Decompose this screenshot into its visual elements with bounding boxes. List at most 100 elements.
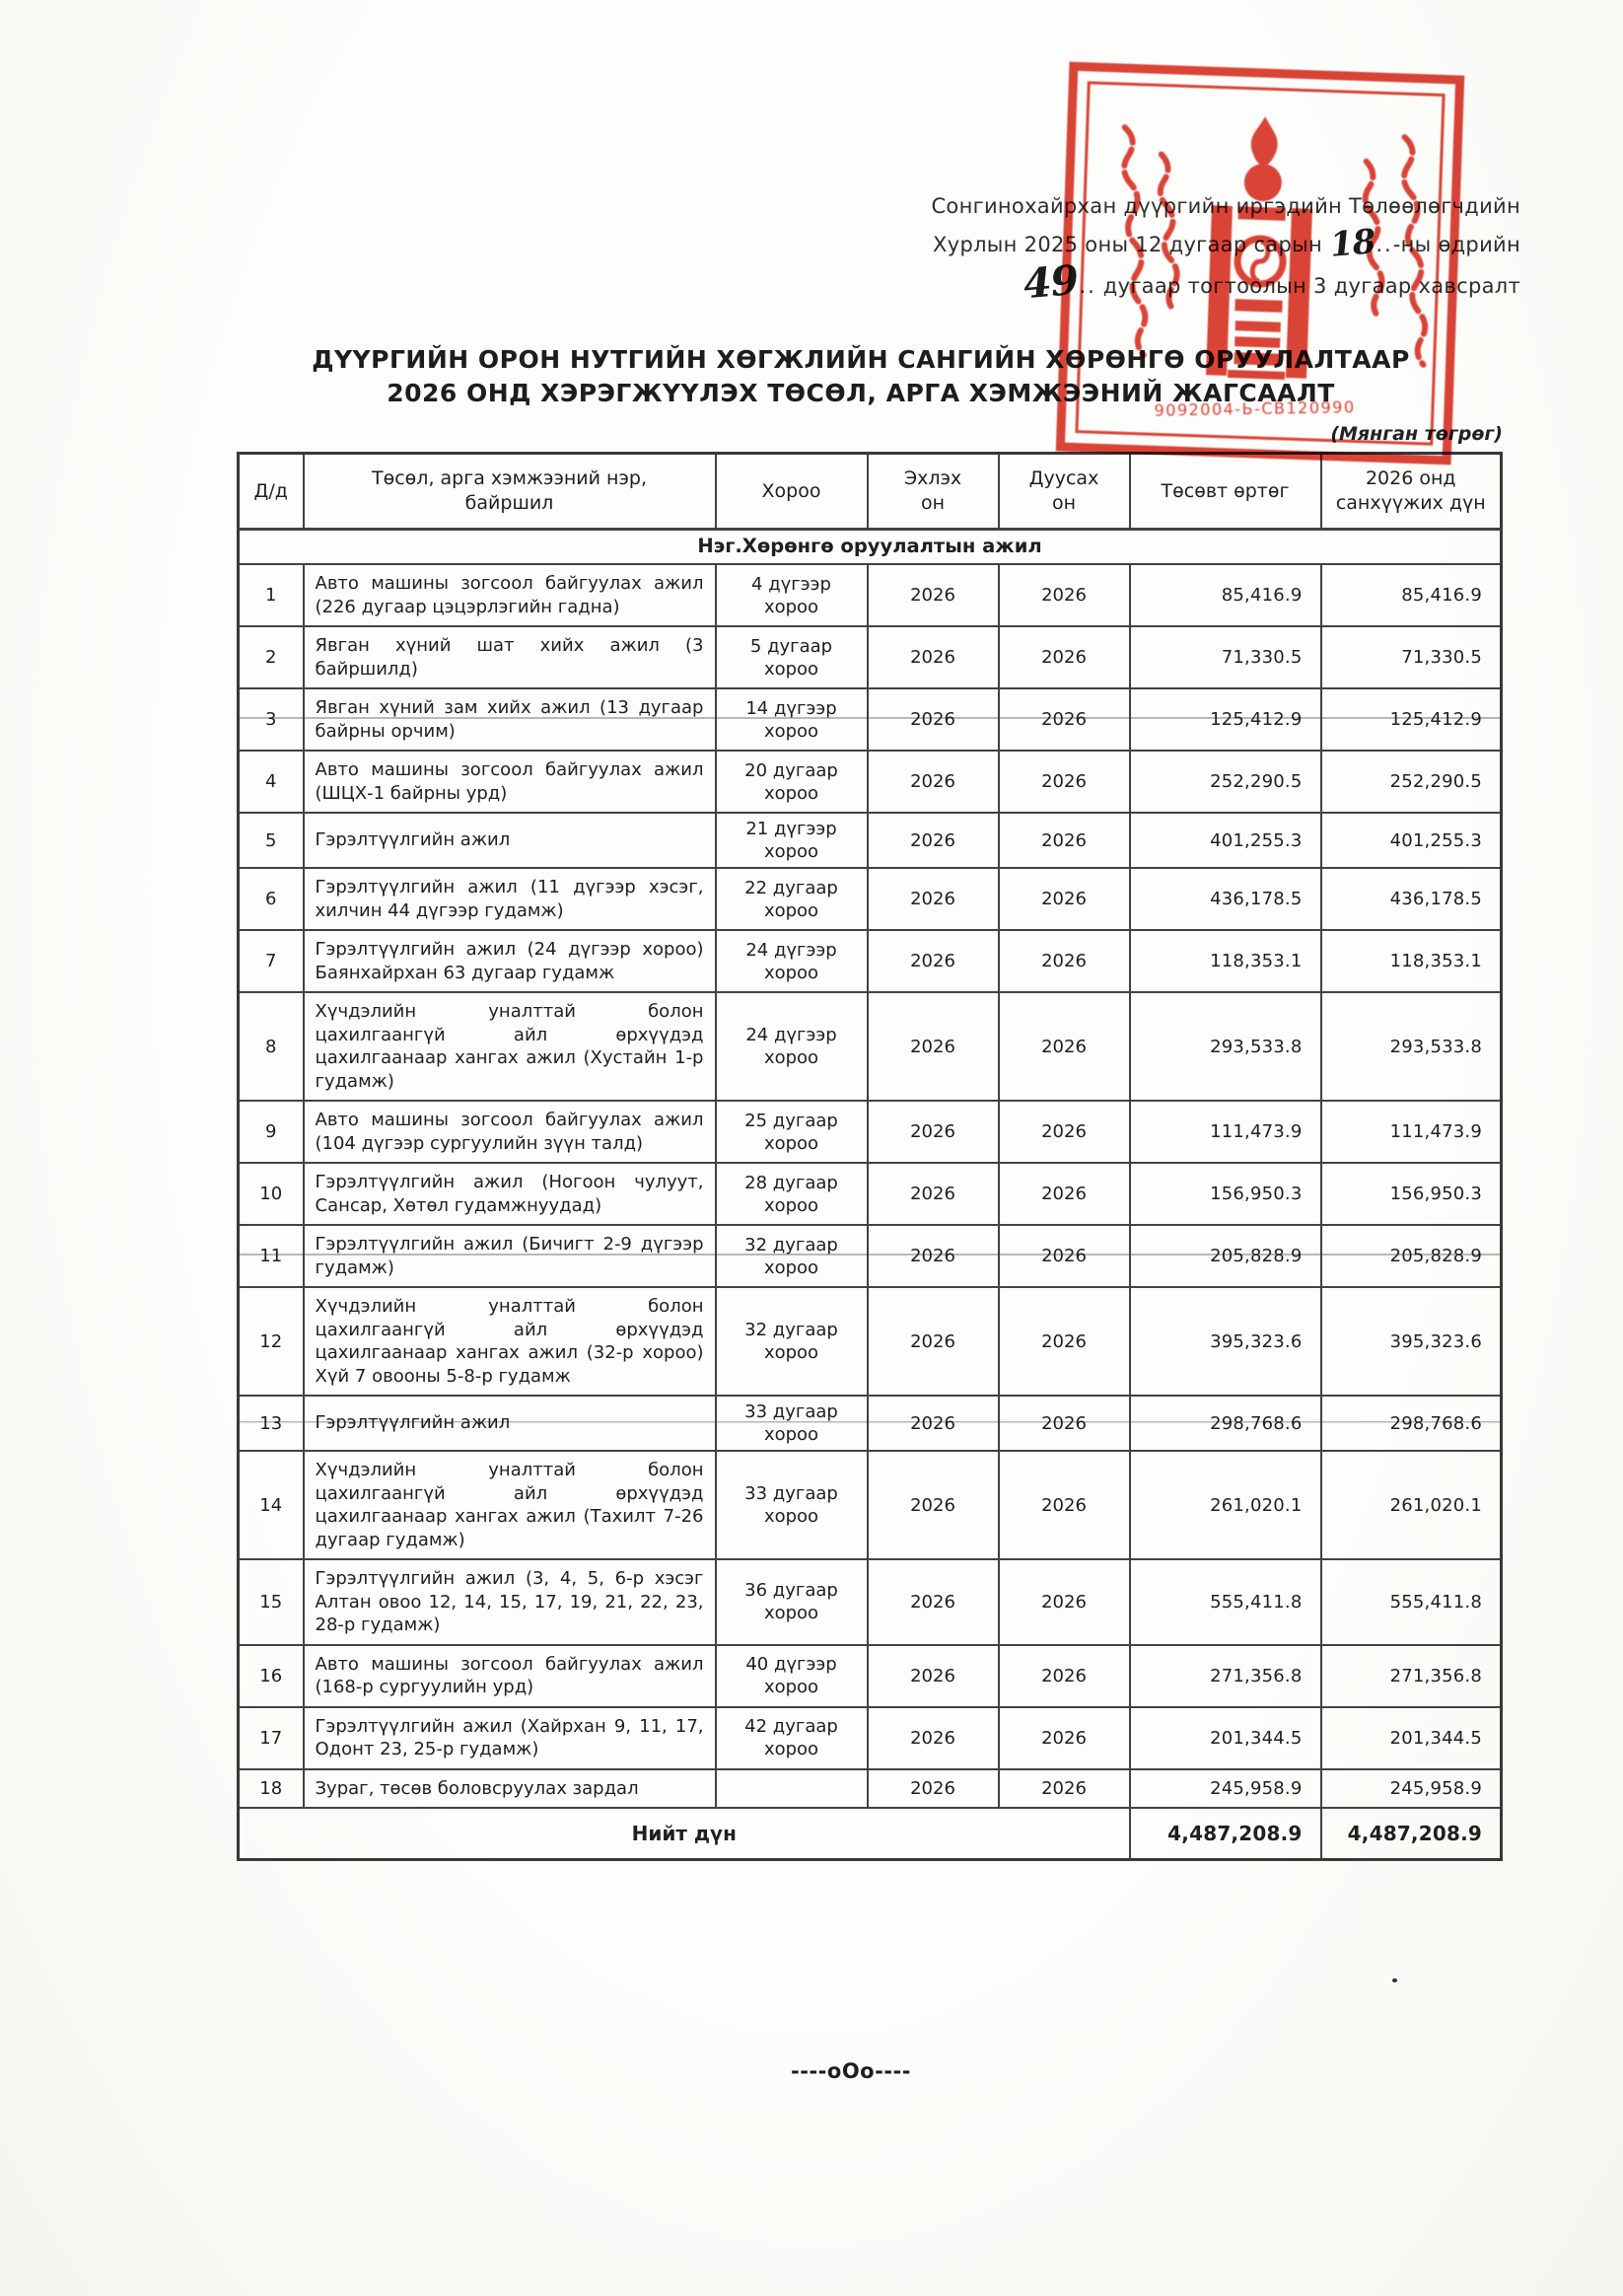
khoroo: 24 дүгээр хороо <box>714 991 869 1102</box>
official-stamp: 9092004-Ь-СВ120990 <box>1054 60 1466 466</box>
financing-2026: 395,323.6 <box>1319 1286 1503 1397</box>
total-financing-2026: 4,487,208.9 <box>1319 1807 1503 1861</box>
budget-cost: 298,768.6 <box>1128 1395 1322 1452</box>
budget-cost: 118,353.1 <box>1128 929 1322 993</box>
end-year: 2026 <box>997 1558 1131 1646</box>
financing-2026: 118,353.1 <box>1319 929 1503 993</box>
end-year: 2026 <box>997 812 1131 869</box>
projects-table: Д/д Төсөл, арга хэмжээний нэр, байршил Хор… <box>237 452 1503 1861</box>
budget-cost: 85,416.9 <box>1128 563 1322 627</box>
start-year: 2026 <box>866 1643 1000 1708</box>
khoroo <box>714 1767 869 1809</box>
budget-cost: 156,950.3 <box>1128 1162 1322 1226</box>
column-header-5: Дуусах он <box>997 452 1131 531</box>
start-year: 2026 <box>866 991 1000 1102</box>
financing-2026: 245,958.9 <box>1319 1767 1503 1809</box>
scan-speck <box>1392 1978 1397 1982</box>
table-row: 7 Гэрэлтүүлгийн ажил (24 дүгээр хороо) Б… <box>237 929 1503 993</box>
budget-cost: 205,828.9 <box>1128 1224 1322 1288</box>
row-number: 11 <box>237 1224 305 1288</box>
row-number: 12 <box>237 1286 305 1397</box>
khoroo: 32 дугаар хороо <box>714 1224 869 1288</box>
total-row: Нийт дүн 4,487,208.9 4,487,208.9 <box>237 1807 1503 1861</box>
budget-cost: 401,255.3 <box>1128 812 1322 869</box>
table-row: 18 Зураг, төсөв боловсруулах зардал 2026… <box>237 1767 1503 1809</box>
budget-cost: 111,473.9 <box>1128 1100 1322 1164</box>
stamp-registry-number: 9092004-Ь-СВ120990 <box>1154 397 1355 420</box>
budget-cost: 125,412.9 <box>1128 687 1322 752</box>
project-name: Гэрэлтүүлгийн ажил (11 дүгээр хэсэг, хил… <box>302 867 717 931</box>
table-row: 13 Гэрэлтүүлгийн ажил 33 дугаар хороо 20… <box>237 1395 1503 1452</box>
khoroo: 33 дугаар хороо <box>714 1395 869 1452</box>
project-name: Гэрэлтүүлгийн ажил (3, 4, 5, 6-р хэсэг А… <box>302 1558 717 1646</box>
table-row: 3 Явган хүний зам хийх ажил (13 дугаар б… <box>237 687 1503 752</box>
end-year: 2026 <box>997 1286 1131 1397</box>
financing-2026: 111,473.9 <box>1319 1100 1503 1164</box>
end-year: 2026 <box>997 625 1131 689</box>
column-header-3: Хороо <box>714 452 869 531</box>
budget-cost: 271,356.8 <box>1128 1643 1322 1708</box>
column-header-2: Төсөл, арга хэмжээний нэр, байршил <box>302 452 717 531</box>
financing-2026: 401,255.3 <box>1319 812 1503 869</box>
khoroo: 25 дугаар хороо <box>714 1100 869 1164</box>
khoroo: 21 дүгээр хороо <box>714 812 869 869</box>
soyombo-emblem-icon <box>1206 116 1312 380</box>
table-row: 17 Гэрэлтүүлгийн ажил (Хайрхан 9, 11, 17… <box>237 1705 1503 1770</box>
row-number: 18 <box>237 1767 305 1809</box>
end-year: 2026 <box>997 929 1131 993</box>
row-number: 17 <box>237 1705 305 1770</box>
start-year: 2026 <box>866 563 1000 627</box>
row-number: 6 <box>237 867 305 931</box>
start-year: 2026 <box>866 625 1000 689</box>
column-header-6: Төсөвт өртөг <box>1128 452 1322 531</box>
start-year: 2026 <box>866 1558 1000 1646</box>
row-number: 1 <box>237 563 305 627</box>
financing-2026: 252,290.5 <box>1319 750 1503 814</box>
end-year: 2026 <box>997 1643 1131 1708</box>
start-year: 2026 <box>866 1767 1000 1809</box>
khoroo: 40 дүгээр хороо <box>714 1643 869 1708</box>
table-row: 15 Гэрэлтүүлгийн ажил (3, 4, 5, 6-р хэсэ… <box>237 1558 1503 1646</box>
total-budget-cost: 4,487,208.9 <box>1128 1807 1322 1861</box>
financing-2026: 555,411.8 <box>1319 1558 1503 1646</box>
end-year: 2026 <box>997 1162 1131 1226</box>
end-year: 2026 <box>997 1395 1131 1452</box>
end-year: 2026 <box>997 563 1131 627</box>
budget-cost: 395,323.6 <box>1128 1286 1322 1397</box>
financing-2026: 271,356.8 <box>1319 1643 1503 1708</box>
project-name: Авто машины зогсоол байгуулах ажил (168-… <box>302 1643 717 1708</box>
budget-cost: 245,958.9 <box>1128 1767 1322 1809</box>
row-number: 4 <box>237 750 305 814</box>
budget-cost: 261,020.1 <box>1128 1450 1322 1560</box>
end-year: 2026 <box>997 867 1131 931</box>
table-row: 16 Авто машины зогсоол байгуулах ажил (1… <box>237 1643 1503 1708</box>
khoroo: 24 дүгээр хороо <box>714 929 869 993</box>
row-number: 5 <box>237 812 305 869</box>
stamp-script-right <box>1362 134 1429 368</box>
section-row: Нэг.Хөрөнгө оруулалтын ажил <box>237 528 1503 565</box>
end-year: 2026 <box>997 1100 1131 1164</box>
page-title-line-2: 2026 ОНД ХЭРЭГЖҮҮЛЭХ ТӨСӨЛ, АРГА ХЭМЖЭЭН… <box>387 379 1335 407</box>
row-number: 7 <box>237 929 305 993</box>
khoroo: 20 дугаар хороо <box>714 750 869 814</box>
financing-2026: 156,950.3 <box>1319 1162 1503 1226</box>
start-year: 2026 <box>866 1705 1000 1770</box>
financing-2026: 71,330.5 <box>1319 625 1503 689</box>
row-number: 13 <box>237 1395 305 1452</box>
table-row: 12 Хүчдэлийн уналттай болон цахилгаангүй… <box>237 1286 1503 1397</box>
table-row: 9 Авто машины зогсоол байгуулах ажил (10… <box>237 1100 1503 1164</box>
row-number: 10 <box>237 1162 305 1226</box>
end-year: 2026 <box>997 1224 1131 1288</box>
start-year: 2026 <box>866 1224 1000 1288</box>
project-name: Гэрэлтүүлгийн ажил (Хайрхан 9, 11, 17, О… <box>302 1705 717 1770</box>
khoroo: 14 дүгээр хороо <box>714 687 869 752</box>
start-year: 2026 <box>866 812 1000 869</box>
project-name: Хүчдэлийн уналттай болон цахилгаангүй ай… <box>302 991 717 1102</box>
budget-cost: 436,178.5 <box>1128 867 1322 931</box>
row-number: 16 <box>237 1643 305 1708</box>
project-name: Зураг, төсөв боловсруулах зардал <box>302 1767 717 1809</box>
table-header-row: Д/д Төсөл, арга хэмжээний нэр, байршил Хор… <box>237 452 1503 531</box>
start-year: 2026 <box>866 750 1000 814</box>
project-name: Авто машины зогсоол байгуулах ажил (226 … <box>302 563 717 627</box>
khoroo: 22 дугаар хороо <box>714 867 869 931</box>
